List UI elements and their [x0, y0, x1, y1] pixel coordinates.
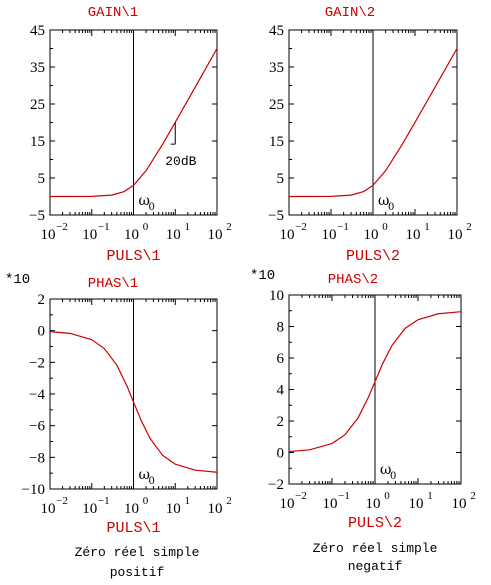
y-tick-label: 15	[269, 134, 284, 150]
y-tick-label: 5	[277, 171, 285, 187]
x-tick-exponent: 2	[226, 495, 232, 507]
caption-line: positif	[110, 565, 165, 580]
x-tick-label: 10	[41, 227, 56, 243]
y-tick-label: −4	[29, 387, 45, 403]
response-curve	[49, 331, 218, 473]
x-tick-label: 10	[280, 227, 295, 243]
y-tick-label: 10	[269, 288, 284, 304]
response-curve	[288, 48, 458, 198]
x-tick-exponent: 1	[185, 221, 191, 233]
x-tick-label: 10	[166, 227, 181, 243]
caption-line: Zéro réel simple	[75, 545, 200, 560]
y-tick-label: −8	[29, 450, 45, 466]
x-tick-label: 10	[323, 496, 338, 512]
y-tick-label: 0	[38, 324, 46, 340]
x-tick-label: 10	[409, 496, 424, 512]
x-axis-label: PULS\1	[106, 520, 160, 537]
x-tick-label: 10	[166, 501, 181, 517]
x-axis-label: PULS\2	[348, 515, 402, 532]
x-tick-label: 10	[124, 227, 139, 243]
y-multiplier: *10	[5, 272, 30, 288]
x-tick-label: 10	[82, 227, 97, 243]
x-tick-exponent: 0	[143, 221, 149, 233]
x-tick-exponent: 0	[384, 490, 390, 502]
x-tick-label: 10	[124, 501, 139, 517]
x-tick-label: 10	[366, 496, 381, 512]
y-tick-label: 6	[277, 351, 285, 367]
y-multiplier: *10	[250, 268, 275, 284]
x-tick-exponent: 1	[427, 490, 433, 502]
y-tick-label: 25	[269, 97, 284, 113]
y-tick-label: 35	[269, 60, 284, 76]
y-tick-label: 2	[38, 292, 46, 308]
y-tick-label: 45	[30, 23, 45, 39]
response-curve	[288, 311, 462, 453]
x-tick-label: 10	[41, 501, 56, 517]
x-tick-label: 10	[364, 227, 379, 243]
caption-line: Zéro réel simple	[313, 541, 438, 556]
omega0-subscript: 0	[149, 202, 155, 213]
y-tick-label: −10	[22, 482, 45, 498]
x-tick-label: 10	[208, 501, 223, 517]
x-tick-exponent: −1	[98, 495, 110, 507]
y-tick-label: −2	[29, 355, 45, 371]
x-tick-label: 10	[280, 496, 295, 512]
caption-line: negatif	[348, 559, 403, 574]
omega0-label: ω	[139, 467, 150, 483]
y-tick-label: 45	[269, 23, 284, 39]
y-tick-label: 2	[277, 414, 285, 430]
y-tick-label: 8	[277, 320, 285, 336]
y-tick-label: 0	[277, 446, 285, 462]
x-axis-label: PULS\1	[106, 248, 160, 265]
x-tick-exponent: 2	[226, 221, 232, 233]
x-tick-exponent: −1	[338, 490, 350, 502]
x-tick-label: 10	[406, 227, 421, 243]
y-tick-label: 25	[30, 97, 45, 113]
slope-label: 20dB	[165, 154, 196, 169]
x-tick-label: 10	[452, 496, 467, 512]
y-tick-label: 4	[277, 383, 285, 399]
chart-title: PHAS\1	[88, 276, 138, 292]
omega0-subscript: 0	[149, 476, 155, 487]
x-tick-label: 10	[448, 227, 463, 243]
x-tick-exponent: 2	[466, 221, 472, 233]
response-curve	[49, 48, 218, 198]
x-tick-exponent: 1	[424, 221, 430, 233]
x-tick-exponent: −1	[98, 221, 110, 233]
chart-title: GAIN\1	[88, 5, 138, 21]
y-tick-label: −5	[268, 208, 284, 224]
omega0-subscript: 0	[390, 471, 396, 482]
x-tick-label: 10	[82, 501, 97, 517]
x-tick-exponent: 0	[382, 221, 388, 233]
x-tick-exponent: 1	[185, 495, 191, 507]
omega0-subscript: 0	[388, 202, 394, 213]
chart-title: GAIN\2	[325, 5, 375, 21]
x-tick-exponent: 2	[470, 490, 476, 502]
x-tick-exponent: −1	[337, 221, 349, 233]
y-tick-label: 35	[30, 60, 45, 76]
x-tick-exponent: −2	[56, 221, 68, 233]
x-tick-exponent: 0	[143, 495, 149, 507]
x-tick-label: 10	[322, 227, 337, 243]
omega0-label: ω	[139, 193, 150, 209]
omega0-label: ω	[380, 462, 391, 478]
x-axis-label: PULS\2	[346, 248, 400, 265]
y-tick-label: −6	[29, 419, 45, 435]
x-tick-exponent: −2	[56, 495, 68, 507]
x-tick-exponent: −2	[295, 490, 307, 502]
x-tick-label: 10	[208, 227, 223, 243]
y-tick-label: 15	[30, 134, 45, 150]
chart-title: PHAS\2	[328, 272, 378, 288]
x-tick-exponent: −2	[295, 221, 307, 233]
y-tick-label: −2	[268, 477, 284, 493]
y-tick-label: 5	[38, 171, 46, 187]
y-tick-label: −5	[29, 208, 45, 224]
omega0-label: ω	[378, 193, 389, 209]
